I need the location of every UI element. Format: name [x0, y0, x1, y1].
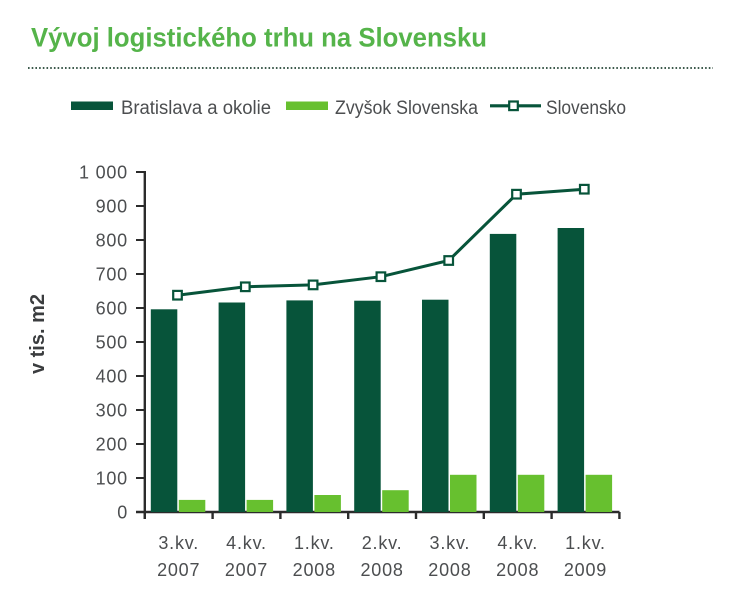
svg-text:200: 200 [96, 434, 128, 454]
svg-text:1 000: 1 000 [79, 162, 128, 182]
svg-text:3.kv.: 3.kv. [158, 533, 199, 553]
svg-text:800: 800 [96, 230, 128, 250]
svg-text:900: 900 [96, 196, 128, 216]
svg-text:Slovensko: Slovensko [546, 98, 626, 119]
svg-text:4.kv.: 4.kv. [226, 533, 267, 553]
svg-text:100: 100 [96, 468, 128, 488]
svg-text:v tis. m2: v tis. m2 [27, 294, 49, 374]
svg-text:600: 600 [96, 298, 128, 318]
svg-text:2007: 2007 [225, 560, 268, 580]
svg-text:2008: 2008 [496, 560, 539, 580]
svg-text:1.kv.: 1.kv. [294, 533, 335, 553]
svg-text:1.kv.: 1.kv. [565, 533, 606, 553]
svg-text:400: 400 [96, 366, 128, 386]
svg-text:3.kv.: 3.kv. [430, 533, 471, 553]
svg-text:2008: 2008 [428, 560, 471, 580]
svg-text:700: 700 [96, 264, 128, 284]
svg-text:2009: 2009 [564, 560, 607, 580]
svg-text:2.kv.: 2.kv. [362, 533, 403, 553]
svg-text:300: 300 [96, 400, 128, 420]
svg-text:2008: 2008 [293, 560, 336, 580]
svg-text:Vývoj logistického trhu na Slo: Vývoj logistického trhu na Slovensku [31, 23, 487, 53]
svg-text:0: 0 [117, 502, 128, 522]
svg-text:Bratislava a okolie: Bratislava a okolie [121, 98, 271, 119]
svg-text:Zvyšok Slovenska: Zvyšok Slovenska [335, 98, 478, 119]
svg-text:500: 500 [96, 332, 128, 352]
svg-text:4.kv.: 4.kv. [497, 533, 538, 553]
svg-text:2007: 2007 [157, 560, 200, 580]
svg-text:2008: 2008 [360, 560, 403, 580]
